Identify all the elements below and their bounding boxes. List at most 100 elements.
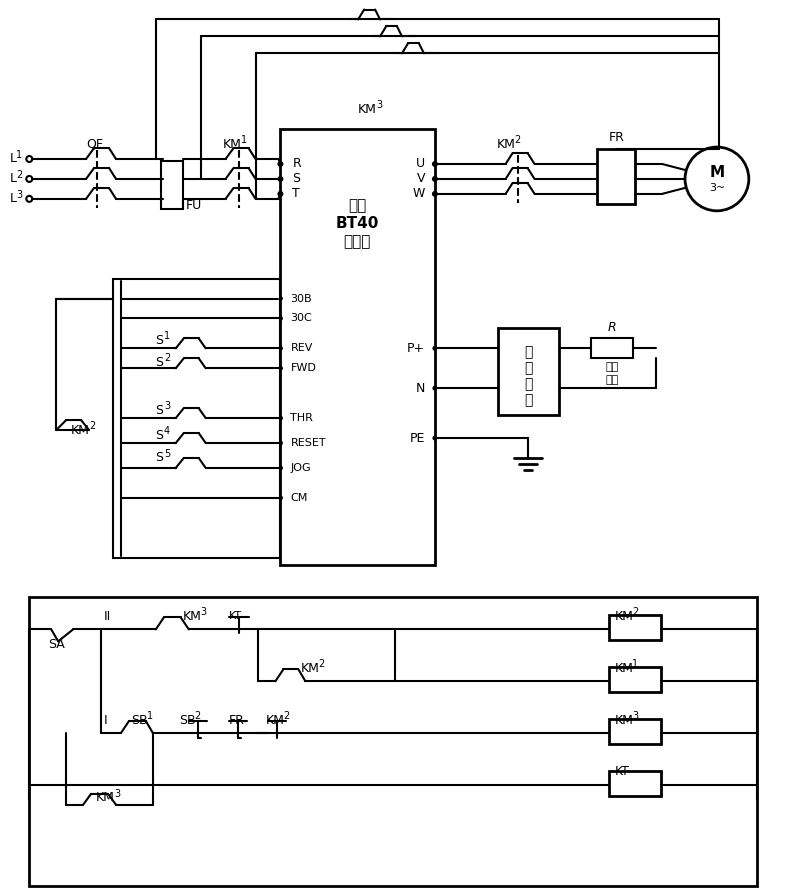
Circle shape (432, 191, 438, 197)
Circle shape (432, 161, 438, 167)
Text: 动: 动 (525, 361, 533, 376)
Text: S: S (155, 334, 163, 347)
Text: 1: 1 (164, 332, 170, 342)
Text: 2: 2 (89, 421, 95, 431)
Text: KM: KM (614, 662, 634, 674)
Bar (113, 278, 280, 558)
Text: V: V (417, 172, 425, 186)
Text: SB: SB (131, 714, 147, 727)
Text: S: S (155, 403, 163, 417)
Circle shape (432, 176, 438, 182)
Text: 5: 5 (164, 449, 170, 459)
Text: SA: SA (48, 638, 64, 651)
Text: RESET: RESET (290, 438, 326, 448)
Bar (609, 615, 661, 640)
Text: KM: KM (183, 610, 202, 623)
Circle shape (278, 416, 283, 421)
Bar (592, 338, 634, 359)
Text: KM: KM (358, 103, 377, 116)
Text: KM: KM (301, 662, 319, 674)
Text: S: S (293, 172, 301, 186)
Text: 3: 3 (632, 711, 638, 721)
Circle shape (278, 441, 283, 445)
Bar (29, 598, 757, 887)
Text: THR: THR (290, 413, 314, 423)
Text: R: R (608, 321, 617, 334)
Text: KM: KM (71, 424, 90, 436)
Text: 1: 1 (632, 659, 638, 669)
Text: FWD: FWD (290, 363, 316, 373)
Text: I: I (104, 714, 108, 727)
Circle shape (432, 346, 438, 351)
Text: KM: KM (96, 791, 115, 805)
Text: L: L (10, 172, 17, 186)
Bar (597, 149, 635, 204)
Text: 2: 2 (194, 711, 201, 721)
Text: FR: FR (609, 130, 624, 144)
Text: 3: 3 (16, 190, 23, 200)
Bar (161, 161, 183, 209)
Text: CM: CM (290, 492, 308, 503)
Text: W: W (413, 187, 425, 201)
Text: 制: 制 (525, 345, 533, 359)
Text: 2: 2 (164, 353, 170, 363)
Text: 2: 2 (283, 711, 289, 721)
Text: 30B: 30B (290, 293, 312, 303)
Text: 3: 3 (114, 789, 120, 799)
Text: P+: P+ (407, 342, 425, 355)
Bar (609, 771, 661, 796)
Text: KT: KT (614, 765, 629, 779)
Circle shape (432, 435, 438, 441)
Text: L: L (10, 193, 17, 205)
Circle shape (278, 366, 283, 371)
Bar (497, 328, 559, 415)
Circle shape (278, 316, 283, 321)
Text: FR: FR (229, 714, 244, 727)
Text: 森兰: 森兰 (348, 198, 366, 213)
Text: 电阻: 电阻 (605, 376, 619, 385)
Text: R: R (293, 158, 301, 170)
Text: 2: 2 (632, 607, 638, 617)
Text: 30C: 30C (290, 313, 312, 324)
Text: 3: 3 (376, 100, 382, 111)
Text: KM: KM (222, 137, 242, 151)
Text: QF: QF (86, 137, 103, 151)
Text: L: L (10, 153, 17, 166)
Text: T: T (293, 187, 300, 201)
Text: S: S (155, 428, 163, 442)
Text: 3: 3 (164, 401, 170, 411)
Text: S: S (155, 356, 163, 368)
Text: N: N (416, 382, 425, 394)
Text: BT40: BT40 (335, 216, 379, 231)
Text: KM: KM (265, 714, 285, 727)
Text: 2: 2 (318, 659, 324, 669)
Text: KM: KM (614, 610, 634, 623)
Circle shape (277, 176, 284, 182)
Text: 1: 1 (240, 135, 247, 145)
Text: KM: KM (614, 714, 634, 727)
Bar (609, 667, 661, 692)
Text: 元: 元 (525, 393, 533, 407)
Text: PE: PE (409, 432, 425, 444)
Bar (280, 129, 435, 565)
Text: 3~: 3~ (708, 183, 725, 193)
Circle shape (277, 161, 284, 167)
Text: S: S (155, 451, 163, 465)
Text: SB: SB (179, 714, 195, 727)
Circle shape (278, 495, 283, 500)
Text: 4: 4 (164, 426, 170, 436)
Text: M: M (709, 165, 725, 180)
Text: 1: 1 (147, 711, 153, 721)
Text: 3: 3 (201, 607, 207, 617)
Circle shape (432, 385, 438, 391)
Text: KT: KT (229, 611, 242, 622)
Circle shape (277, 191, 284, 197)
Circle shape (278, 346, 283, 351)
Text: FU: FU (185, 199, 202, 212)
Text: 单: 单 (525, 377, 533, 392)
Text: 制动: 制动 (605, 362, 619, 372)
Text: 变频器: 变频器 (343, 235, 371, 249)
Text: KM: KM (496, 137, 516, 151)
Text: 2: 2 (514, 135, 521, 145)
Text: JOG: JOG (290, 463, 311, 473)
